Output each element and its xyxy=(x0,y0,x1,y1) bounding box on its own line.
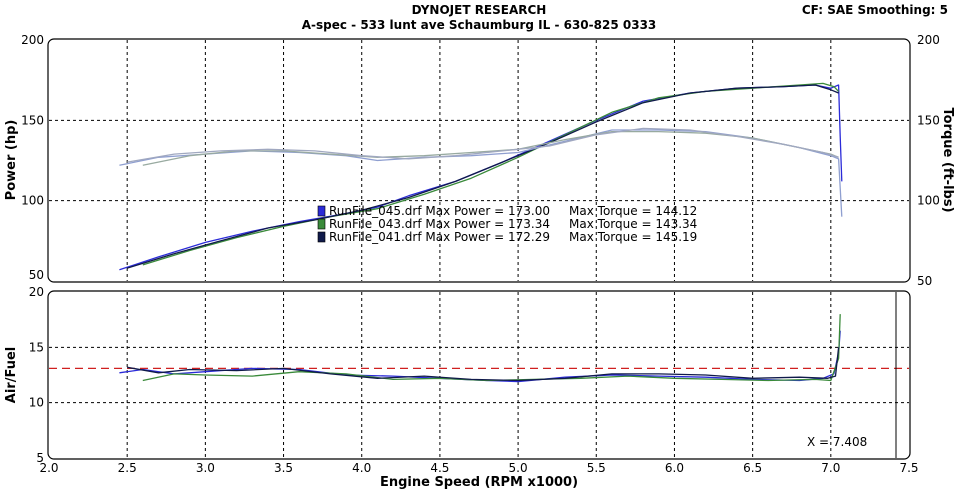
x-tick-label: 4.5 xyxy=(430,461,449,475)
torque-tick-label: 100 xyxy=(917,194,940,208)
x-tick-label: 2.0 xyxy=(39,461,58,475)
legend-entry: RunFile_045.drf Max Power = 173.00 Max T… xyxy=(329,204,697,218)
x-tick-label: 5.0 xyxy=(509,461,528,475)
x-tick-label: 5.5 xyxy=(587,461,606,475)
power-tick-label: 50 xyxy=(29,268,44,282)
correction-factor-label: CF: SAE Smoothing: 5 xyxy=(801,3,948,17)
power-panel-frame xyxy=(47,38,911,283)
power-tick-label: 100 xyxy=(21,194,44,208)
airfuel-axis-label: Air/Fuel xyxy=(4,347,19,403)
legend-swatch xyxy=(317,218,326,230)
torque-tick-label: 150 xyxy=(917,113,940,127)
x-tick-label: 3.5 xyxy=(274,461,293,475)
cursor-readout: X = 7.408 xyxy=(807,435,867,449)
x-tick-label: 6.0 xyxy=(665,461,684,475)
x-tick-label: 3.0 xyxy=(196,461,215,475)
dyno-torque-series-line xyxy=(127,127,839,163)
x-tick-label: 6.5 xyxy=(743,461,762,475)
power-tick-label: 200 xyxy=(21,33,44,47)
airfuel-tick-label: 20 xyxy=(29,285,44,299)
x-tick-label: 7.0 xyxy=(821,461,840,475)
x-tick-label: 4.0 xyxy=(352,461,371,475)
x-tick-label: 7.5 xyxy=(899,461,918,475)
legend-swatch xyxy=(317,231,326,243)
legend: RunFile_045.drf Max Power = 173.00 Max T… xyxy=(317,204,697,244)
power-tick-label: 150 xyxy=(21,113,44,127)
torque-tick-label: 50 xyxy=(917,274,932,288)
power-axis-label: Power (hp) xyxy=(4,120,19,201)
dyno-power-series-line xyxy=(127,84,839,269)
torque-tick-label: 200 xyxy=(917,33,940,47)
airfuel-panel-frame xyxy=(47,290,911,460)
airfuel-tick-label: 15 xyxy=(29,340,44,354)
airfuel-series-line xyxy=(127,347,840,382)
airfuel-tick-label: 5 xyxy=(36,451,44,465)
x-tick-label: 2.5 xyxy=(118,461,137,475)
legend-swatch xyxy=(317,205,326,217)
chart-title: DYNOJET RESEARCH xyxy=(411,3,547,17)
torque-axis-label: Torque (ft-lbs) xyxy=(940,107,955,212)
legend-entry: RunFile_041.drf Max Power = 172.29 Max T… xyxy=(329,230,697,244)
x-axis-label: Engine Speed (RPM x1000) xyxy=(380,475,578,490)
legend-entry: RunFile_043.drf Max Power = 173.34 Max T… xyxy=(329,217,697,231)
airfuel-tick-label: 10 xyxy=(29,396,44,410)
chart-subtitle: A-spec - 533 lunt ave Schaumburg IL - 63… xyxy=(301,18,657,32)
